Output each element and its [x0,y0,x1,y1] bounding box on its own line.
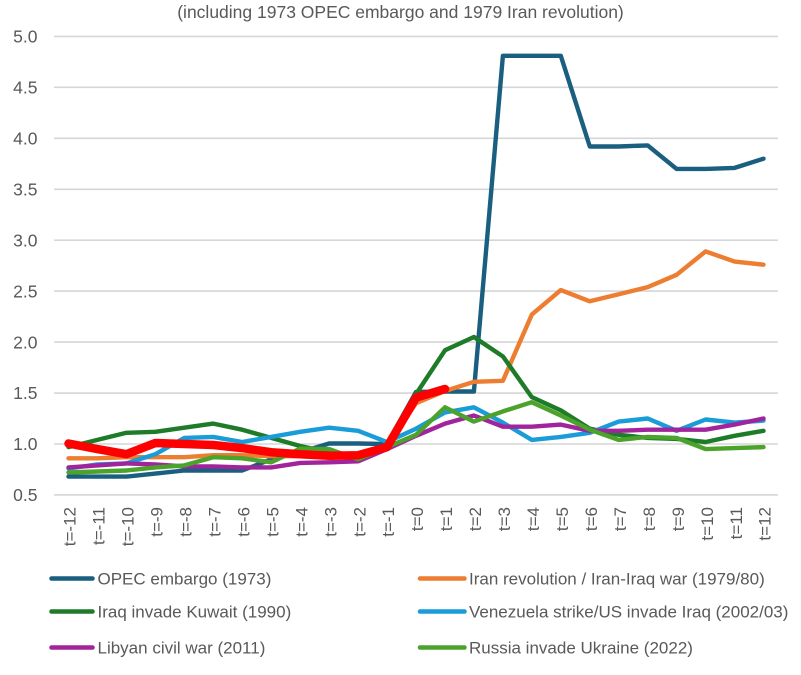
svg-text:3.5: 3.5 [13,180,37,200]
svg-text:t=-3: t=-3 [321,507,340,537]
svg-text:t=-10: t=-10 [119,507,138,546]
svg-text:t=6: t=6 [582,507,601,531]
svg-text:t=-2: t=-2 [350,507,369,537]
svg-text:t=-4: t=-4 [292,507,311,537]
svg-text:t=11: t=11 [727,507,746,539]
svg-text:t=-9: t=-9 [148,507,167,537]
svg-text:t=-6: t=-6 [234,507,253,537]
svg-text:1.0: 1.0 [13,434,38,454]
svg-text:4.0: 4.0 [13,129,38,149]
svg-text:t=-5: t=-5 [263,507,282,537]
svg-text:5.0: 5.0 [13,27,38,47]
svg-text:2.0: 2.0 [13,332,38,352]
svg-text:Iran revolution / Iran-Iraq wa: Iran revolution / Iran-Iraq war (1979/80… [469,570,765,589]
svg-text:1.5: 1.5 [13,383,37,403]
svg-text:Libyan civil war (2011): Libyan civil war (2011) [98,639,266,658]
svg-text:t=-11: t=-11 [90,507,109,545]
svg-text:0.5: 0.5 [13,485,37,505]
svg-text:t=8: t=8 [640,507,659,531]
svg-text:t=3: t=3 [495,507,514,531]
svg-text:t=4: t=4 [524,507,543,531]
svg-text:t=5: t=5 [553,507,572,531]
svg-text:t=-7: t=-7 [206,507,225,537]
svg-text:3.0: 3.0 [13,230,38,250]
svg-text:4.5: 4.5 [13,78,37,98]
svg-text:t=12: t=12 [756,507,775,541]
svg-text:2.5: 2.5 [13,281,37,301]
svg-text:t=0: t=0 [408,507,427,531]
svg-text:Russia invade Ukraine (2022): Russia invade Ukraine (2022) [469,639,693,658]
svg-text:Iraq invade Kuwait (1990): Iraq invade Kuwait (1990) [98,603,292,622]
svg-text:t=-12: t=-12 [61,507,80,546]
svg-text:t=9: t=9 [669,507,688,531]
svg-text:t=-8: t=-8 [177,507,196,537]
svg-text:Venezuela strike/US invade Ira: Venezuela strike/US invade Iraq (2002/03… [469,603,788,622]
svg-text:t=1: t=1 [437,507,456,531]
svg-text:t=10: t=10 [698,507,717,541]
svg-text:t=-1: t=-1 [379,507,398,537]
svg-text:t=2: t=2 [466,507,485,531]
svg-text:t=7: t=7 [611,507,630,531]
svg-text:OPEC embargo (1973): OPEC embargo (1973) [98,570,272,589]
